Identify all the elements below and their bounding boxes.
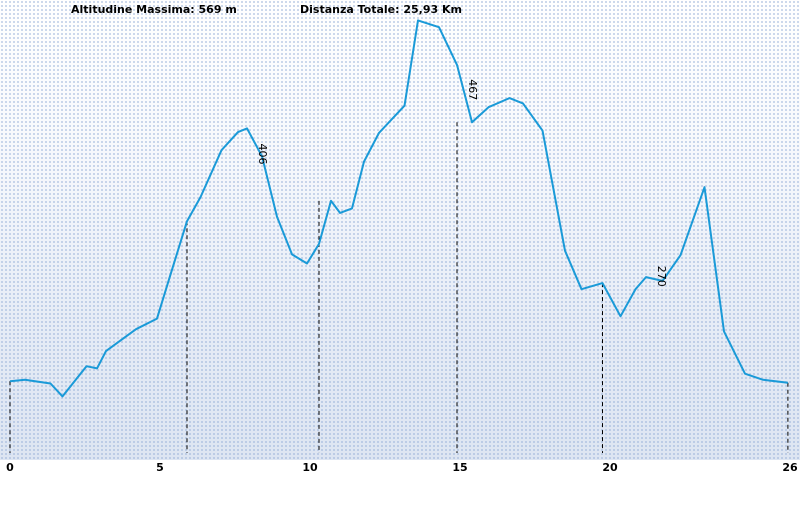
chart-area — [0, 0, 800, 460]
elevation-annotation-3: 270 — [655, 266, 668, 287]
total-distance: Distanza Totale: 25,93 Km — [300, 3, 462, 16]
x-tick-label: 5 — [156, 461, 164, 474]
total-distance-value: 25,93 Km — [403, 3, 462, 16]
elevation-annotation-2: 467 — [466, 79, 479, 100]
max-altitude-label: Altitudine Massima: — [71, 3, 195, 16]
x-tick-label: 15 — [452, 461, 467, 474]
x-tick-label: 0 — [6, 461, 14, 474]
max-altitude: Altitudine Massima: 569 m — [71, 3, 237, 16]
x-axis-ticks: 0 5 10 15 20 26 — [6, 461, 798, 474]
elevation-line — [9, 19, 789, 398]
elevation-annotations: 406 467 270 — [256, 79, 668, 286]
elevation-series — [9, 19, 789, 398]
elevation-annotation-1: 406 — [256, 143, 269, 164]
chart-header: Altitudine Massima: 569 m Distanza Total… — [0, 0, 800, 18]
max-altitude-value: 569 m — [198, 3, 237, 16]
x-tick-label: 10 — [302, 461, 318, 474]
total-distance-label: Distanza Totale: — [300, 3, 400, 16]
waypoint-markers — [9, 122, 789, 453]
x-tick-label: 20 — [602, 461, 618, 474]
x-tick-label: 26 — [782, 461, 798, 474]
